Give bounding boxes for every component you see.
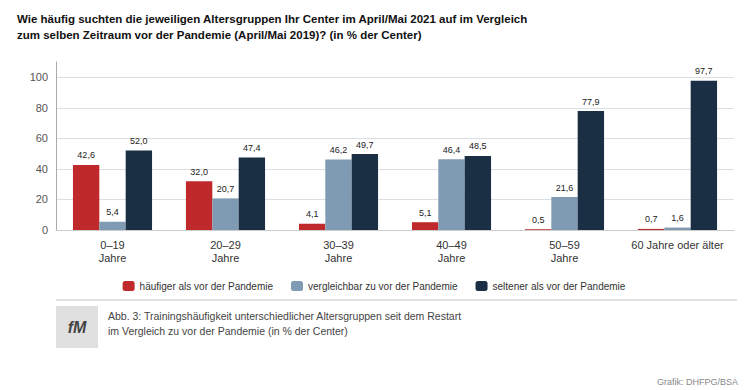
svg-text:Wie häufig suchten die jeweili: Wie häufig suchten die jeweiligen Alters… [17,13,527,25]
svg-text:47,4: 47,4 [243,143,261,153]
svg-text:52,0: 52,0 [130,136,148,146]
svg-text:Jahre: Jahre [551,252,579,264]
svg-text:4,1: 4,1 [306,209,319,219]
svg-text:Grafik: DHFPG/BSA: Grafik: DHFPG/BSA [657,377,738,387]
svg-text:32,0: 32,0 [190,167,208,177]
svg-text:60: 60 [36,132,48,144]
svg-text:zum selben Zeitraum vor der Pa: zum selben Zeitraum vor der Pandemie (Ap… [17,29,422,41]
svg-text:20–29: 20–29 [210,239,241,251]
svg-text:Jahre: Jahre [325,252,353,264]
svg-text:49,7: 49,7 [356,140,374,150]
svg-text:im Vergleich zu vor der Pandem: im Vergleich zu vor der Pandemie (in % d… [108,325,348,337]
svg-text:46,2: 46,2 [330,145,348,155]
svg-text:fM: fM [68,319,87,336]
svg-text:21,6: 21,6 [556,183,574,193]
svg-text:0–19: 0–19 [100,239,124,251]
svg-text:Jahre: Jahre [438,252,466,264]
svg-text:Jahre: Jahre [212,252,240,264]
svg-text:97,7: 97,7 [695,66,713,76]
svg-text:30–39: 30–39 [323,239,354,251]
svg-text:42,6: 42,6 [77,150,95,160]
svg-text:40–49: 40–49 [436,239,467,251]
svg-text:48,5: 48,5 [469,141,487,151]
svg-text:seltener als vor der Pandemie: seltener als vor der Pandemie [493,281,626,292]
svg-text:20: 20 [36,193,48,205]
svg-text:80: 80 [36,102,48,114]
svg-text:häufiger als vor der Pandemie: häufiger als vor der Pandemie [140,281,274,292]
svg-text:77,9: 77,9 [582,97,600,107]
svg-text:vergleichbar zu vor der Pandem: vergleichbar zu vor der Pandemie [308,281,458,292]
svg-text:0,7: 0,7 [645,214,658,224]
svg-text:1,6: 1,6 [671,213,684,223]
svg-text:100: 100 [30,71,48,83]
svg-text:0: 0 [42,224,48,236]
svg-text:50–59: 50–59 [549,239,580,251]
svg-text:46,4: 46,4 [443,145,461,155]
svg-text:0,5: 0,5 [532,215,545,225]
svg-text:Abb. 3: Trainingshäufigkeit un: Abb. 3: Trainingshäufigkeit unterschiedl… [108,310,461,322]
svg-text:5,1: 5,1 [419,208,432,218]
svg-text:20,7: 20,7 [217,184,235,194]
svg-text:40: 40 [36,163,48,175]
svg-text:Jahre: Jahre [99,252,127,264]
svg-text:60 Jahre oder älter: 60 Jahre oder älter [631,239,724,251]
svg-text:5,4: 5,4 [106,207,119,217]
